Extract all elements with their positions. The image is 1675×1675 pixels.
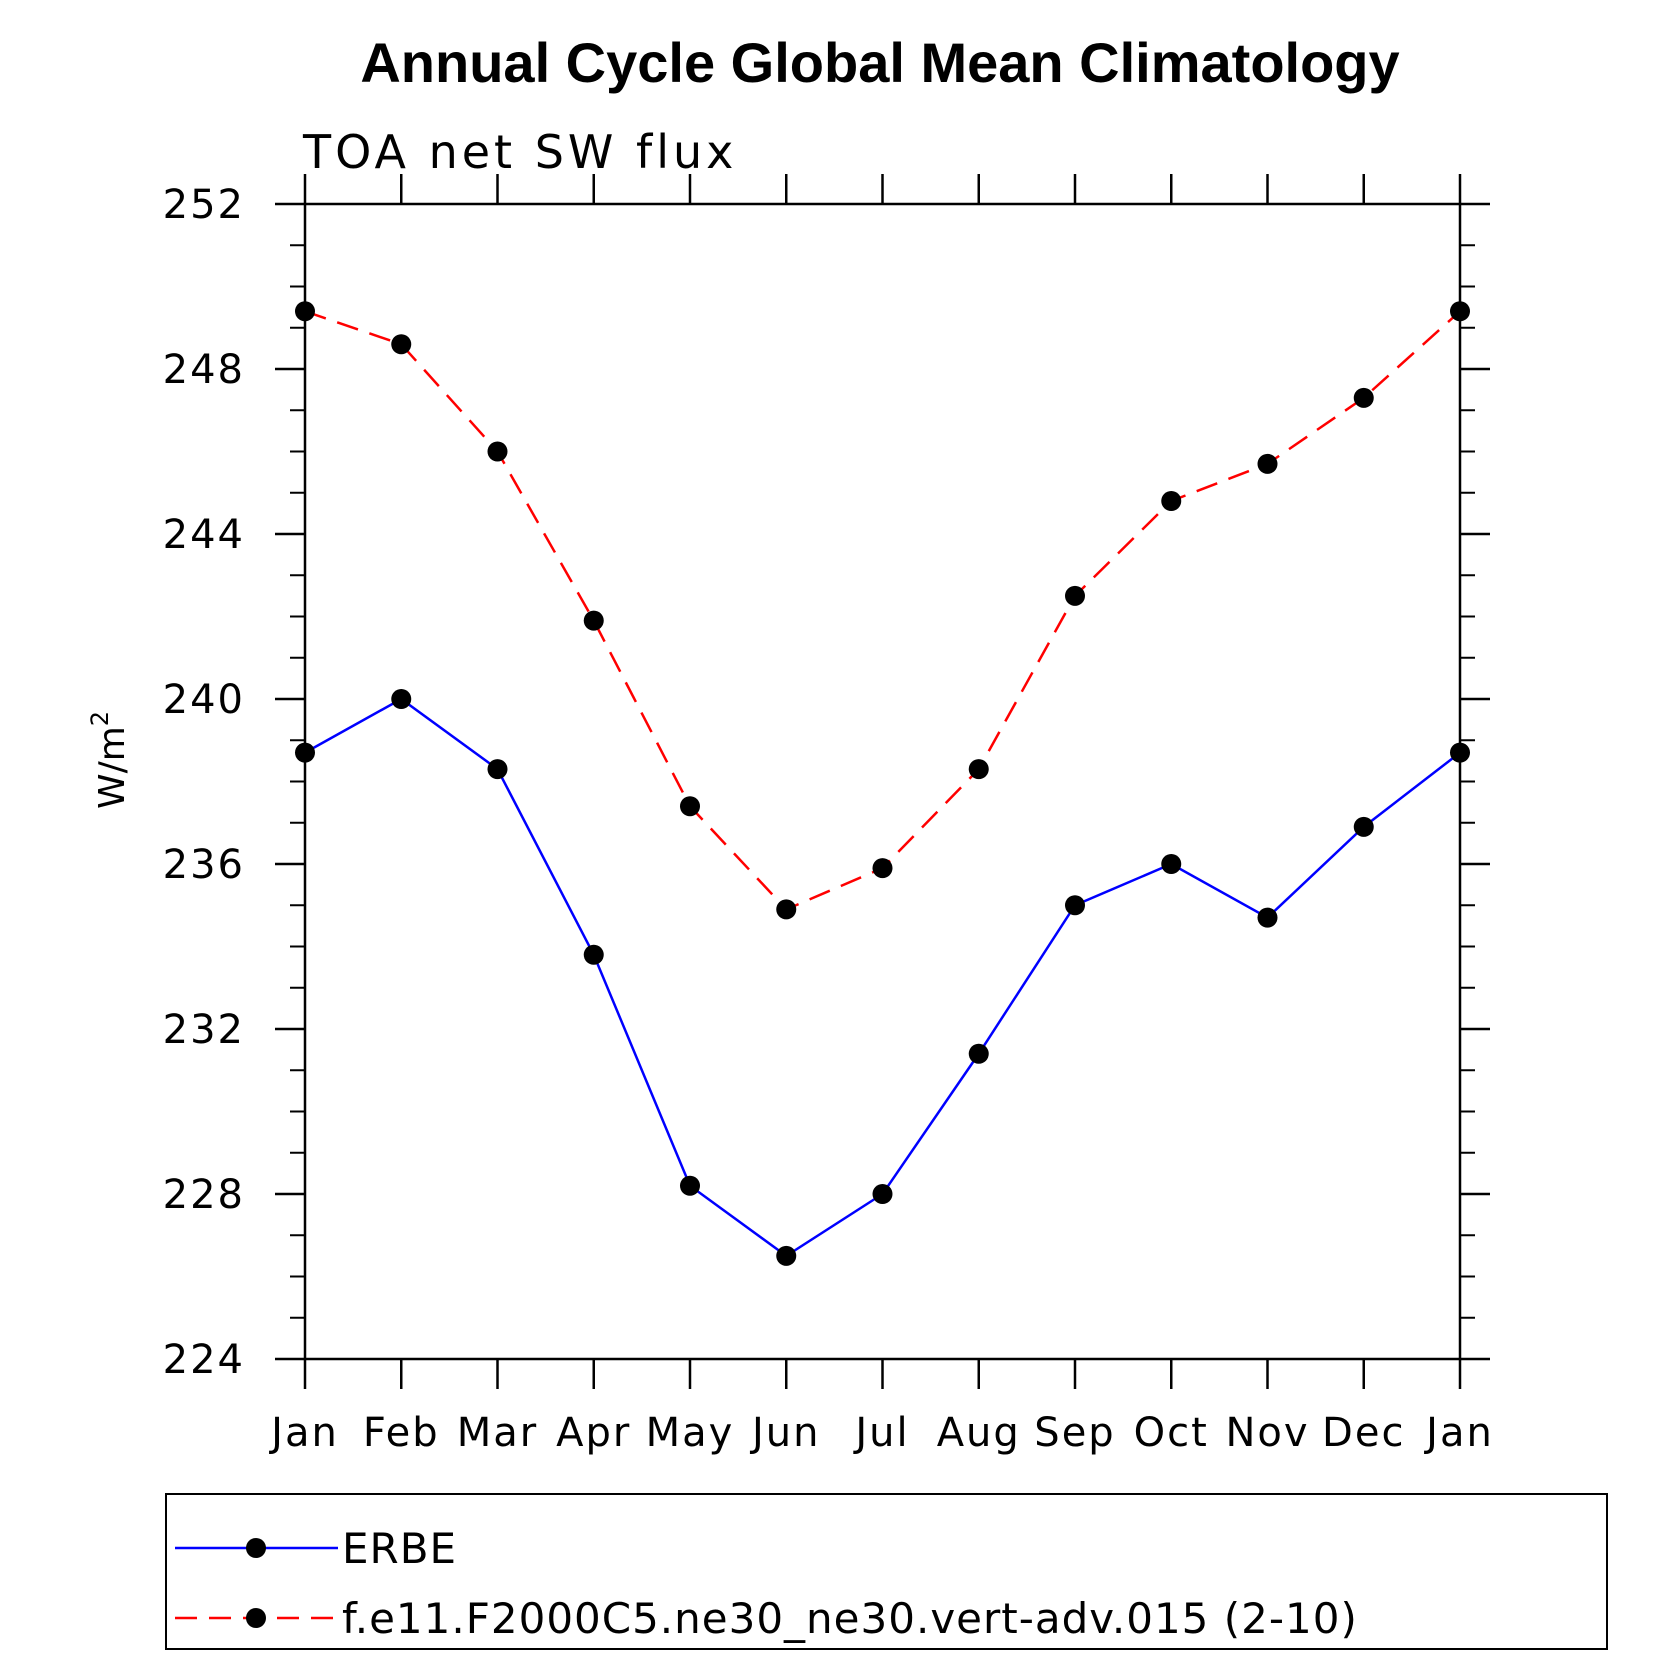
x-tick-label: Feb <box>363 1410 440 1456</box>
data-point-series-1 <box>583 610 604 631</box>
y-tick-label: 240 <box>163 677 245 723</box>
legend-label-0: ERBE <box>342 1524 457 1573</box>
data-point-series-1 <box>872 858 893 879</box>
legend-box <box>165 1493 1608 1650</box>
x-tick-label: Dec <box>1322 1410 1405 1456</box>
x-tick-label: May <box>646 1410 735 1456</box>
x-tick-labels: Jan Feb Mar Apr May Jun Jul Aug Sep Oct Nov Dec Jan <box>268 1410 1494 1456</box>
series-line-1 <box>304 310 1461 911</box>
data-point-series-0 <box>1257 907 1278 928</box>
y-tick-label: 232 <box>163 1007 245 1053</box>
data-point-series-0 <box>583 944 604 965</box>
y-tick-label: 244 <box>163 512 245 558</box>
data-point-series-1 <box>776 899 797 920</box>
data-point-series-0 <box>1450 742 1470 763</box>
data-point-series-0 <box>1065 895 1085 916</box>
data-point-series-1 <box>1450 301 1470 322</box>
data-point-series-1 <box>1161 491 1182 511</box>
data-point-series-0 <box>680 1175 700 1196</box>
y-axis-label-exponent: 2 <box>86 711 114 726</box>
data-point-series-0 <box>487 759 508 780</box>
x-tick-label: Aug <box>937 1410 1021 1456</box>
legend-swatch-marker-0 <box>246 1538 266 1558</box>
series-layer <box>295 301 1470 1266</box>
x-tick-label: Sep <box>1034 1410 1115 1456</box>
y-tick-label: 252 <box>163 182 245 228</box>
x-tick-label: Oct <box>1134 1410 1209 1456</box>
data-point-series-0 <box>968 1043 989 1064</box>
y-tick-labels: 224 228 232 236 240 244 248 252 <box>163 182 245 1383</box>
x-tick-label: Jun <box>749 1410 821 1456</box>
data-point-series-0 <box>391 689 412 709</box>
legend: ERBE f.e11.F2000C5.ne30_ne30.vert-adv.015… <box>165 1493 1608 1650</box>
y-tick-label: 236 <box>163 842 245 888</box>
data-point-series-1 <box>487 441 508 462</box>
series-line-0 <box>304 697 1461 1258</box>
chart-title: Annual Cycle Global Mean Climatology <box>360 31 1399 94</box>
data-point-series-1 <box>1065 585 1085 606</box>
x-tick-label: Jan <box>268 1410 339 1456</box>
legend-label-1: f.e11.F2000C5.ne30_ne30.vert-adv.015 (2-… <box>342 1594 1358 1643</box>
data-point-series-1 <box>968 759 989 780</box>
y-axis-label: W/m2 <box>86 711 133 809</box>
y-tick-label: 248 <box>163 347 245 393</box>
svg-text:W/m2: W/m2 <box>86 711 133 809</box>
data-point-series-0 <box>1161 854 1182 874</box>
legend-swatch-marker-1 <box>246 1608 266 1628</box>
x-tick-label: Mar <box>457 1410 538 1456</box>
y-tick-label: 224 <box>163 1337 245 1383</box>
x-tick-label: Jul <box>852 1410 909 1456</box>
y-tick-label: 228 <box>163 1172 245 1218</box>
y-axis-label-base: W/m <box>92 726 133 809</box>
data-point-series-0 <box>1353 816 1374 837</box>
data-point-series-1 <box>391 334 412 355</box>
x-tick-label: Jan <box>1423 1410 1494 1456</box>
data-point-series-1 <box>295 301 315 322</box>
x-tick-label: Apr <box>556 1410 631 1456</box>
data-point-series-1 <box>680 796 700 817</box>
x-tick-label: Nov <box>1225 1410 1309 1456</box>
data-point-series-0 <box>776 1245 797 1266</box>
data-point-series-1 <box>1353 387 1374 408</box>
data-point-series-0 <box>295 742 315 763</box>
chart-subtitle: TOA net SW flux <box>302 125 737 179</box>
axes <box>275 174 1490 1389</box>
data-point-series-1 <box>1257 453 1278 474</box>
data-point-series-0 <box>872 1184 893 1204</box>
